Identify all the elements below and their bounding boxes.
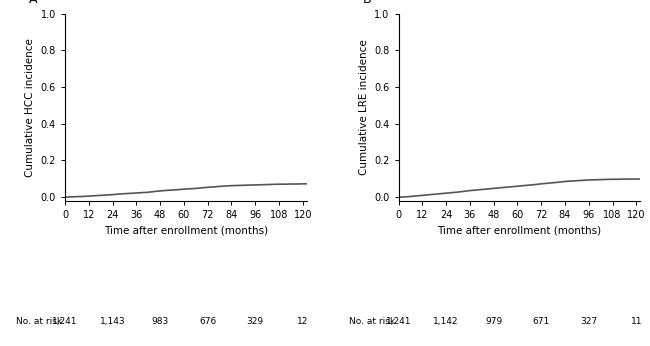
Text: 676: 676 bbox=[199, 317, 216, 326]
Text: 11: 11 bbox=[630, 317, 642, 326]
Text: B: B bbox=[362, 0, 371, 6]
Text: 671: 671 bbox=[532, 317, 550, 326]
Text: 329: 329 bbox=[246, 317, 264, 326]
Text: No. at risk: No. at risk bbox=[16, 317, 62, 326]
Text: 1,142: 1,142 bbox=[434, 317, 459, 326]
Y-axis label: Cumulative HCC incidence: Cumulative HCC incidence bbox=[25, 38, 35, 177]
X-axis label: Time after enrollment (months): Time after enrollment (months) bbox=[104, 225, 268, 235]
X-axis label: Time after enrollment (months): Time after enrollment (months) bbox=[437, 225, 601, 235]
Text: 1,143: 1,143 bbox=[99, 317, 125, 326]
Y-axis label: Cumulative LRE incidence: Cumulative LRE incidence bbox=[359, 39, 369, 175]
Text: No. at risk: No. at risk bbox=[349, 317, 395, 326]
Text: 1,241: 1,241 bbox=[52, 317, 78, 326]
Text: 979: 979 bbox=[485, 317, 502, 326]
Text: A: A bbox=[29, 0, 37, 6]
Text: 983: 983 bbox=[151, 317, 169, 326]
Text: 327: 327 bbox=[580, 317, 597, 326]
Text: 12: 12 bbox=[297, 317, 309, 326]
Text: 1,241: 1,241 bbox=[386, 317, 411, 326]
